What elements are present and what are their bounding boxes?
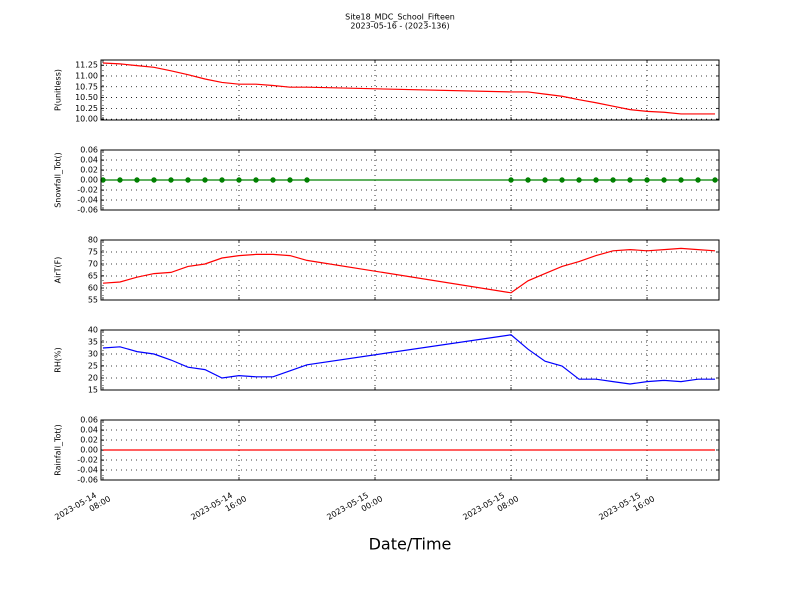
y-axis-label: Rainfall_Tot() bbox=[54, 424, 63, 476]
chart-subtitle: 2023-05-16 - (2023-136) bbox=[350, 22, 449, 31]
y-tick-label: 40 bbox=[88, 326, 98, 335]
y-tick-label: 75 bbox=[88, 248, 98, 257]
y-tick-label: 10.25 bbox=[75, 104, 98, 113]
y-tick-label: 65 bbox=[88, 272, 98, 281]
data-point bbox=[525, 177, 531, 183]
data-point bbox=[542, 177, 548, 183]
y-tick-label: 55 bbox=[88, 296, 98, 305]
y-tick-label: 0.00 bbox=[80, 176, 98, 185]
y-tick-label: -0.04 bbox=[77, 466, 98, 475]
data-point bbox=[661, 177, 667, 183]
data-point bbox=[117, 177, 123, 183]
y-tick-label: 0.02 bbox=[80, 166, 98, 175]
y-tick-label: -0.04 bbox=[77, 196, 98, 205]
y-axis-label: Snowfall_Tot() bbox=[54, 152, 63, 208]
data-point bbox=[712, 177, 718, 183]
y-axis-label: RH(%) bbox=[54, 347, 63, 372]
data-point bbox=[695, 177, 701, 183]
data-point bbox=[202, 177, 208, 183]
y-axis-label: P(unitless) bbox=[54, 69, 63, 111]
data-point bbox=[627, 177, 633, 183]
chart-title: Site18_MDC_School_Fifteen bbox=[345, 13, 455, 22]
data-point bbox=[304, 177, 310, 183]
plot-frame bbox=[100, 149, 720, 211]
data-point bbox=[678, 177, 684, 183]
y-tick-label: 0.04 bbox=[80, 426, 98, 435]
plot-frame bbox=[100, 59, 720, 121]
y-tick-label: 10.50 bbox=[75, 93, 98, 102]
y-tick-label: 0.06 bbox=[80, 146, 98, 155]
y-tick-label: -0.06 bbox=[77, 476, 98, 485]
plot-frame bbox=[100, 329, 720, 391]
data-point bbox=[593, 177, 599, 183]
y-tick-label: 0.02 bbox=[80, 436, 98, 445]
x-axis-label: Date/Time bbox=[369, 535, 452, 554]
y-tick-label: 15 bbox=[88, 386, 98, 395]
data-point bbox=[270, 177, 276, 183]
data-point bbox=[219, 177, 225, 183]
data-line bbox=[102, 334, 716, 385]
data-point bbox=[287, 177, 293, 183]
y-tick-label: 60 bbox=[88, 284, 98, 293]
y-tick-label: 0.00 bbox=[80, 446, 98, 455]
plot-frame bbox=[100, 239, 720, 301]
y-tick-label: -0.06 bbox=[77, 206, 98, 215]
data-point bbox=[168, 177, 174, 183]
y-tick-label: 0.04 bbox=[80, 156, 98, 165]
plot-frame bbox=[100, 419, 720, 481]
y-tick-label: 25 bbox=[88, 362, 98, 371]
data-point bbox=[134, 177, 140, 183]
y-tick-label: 0.06 bbox=[80, 416, 98, 425]
y-tick-label: 11.25 bbox=[75, 61, 98, 70]
data-point bbox=[236, 177, 242, 183]
y-tick-label: 20 bbox=[88, 374, 98, 383]
y-tick-label: 30 bbox=[88, 350, 98, 359]
data-point bbox=[559, 177, 565, 183]
data-point bbox=[508, 177, 514, 183]
data-point bbox=[576, 177, 582, 183]
y-tick-label: 70 bbox=[88, 260, 98, 269]
data-point bbox=[151, 177, 157, 183]
y-tick-label: 10.75 bbox=[75, 82, 98, 91]
y-tick-label: 10.00 bbox=[75, 115, 98, 124]
data-line bbox=[102, 62, 716, 115]
data-point bbox=[644, 177, 650, 183]
data-point bbox=[610, 177, 616, 183]
y-tick-label: 35 bbox=[88, 338, 98, 347]
y-tick-label: -0.02 bbox=[77, 456, 98, 465]
y-axis-label: AirT(F) bbox=[54, 257, 63, 284]
y-tick-label: 11.00 bbox=[75, 71, 98, 80]
data-line bbox=[102, 247, 716, 294]
y-tick-label: -0.02 bbox=[77, 186, 98, 195]
data-point bbox=[185, 177, 191, 183]
data-point bbox=[253, 177, 259, 183]
y-tick-label: 80 bbox=[88, 236, 98, 245]
